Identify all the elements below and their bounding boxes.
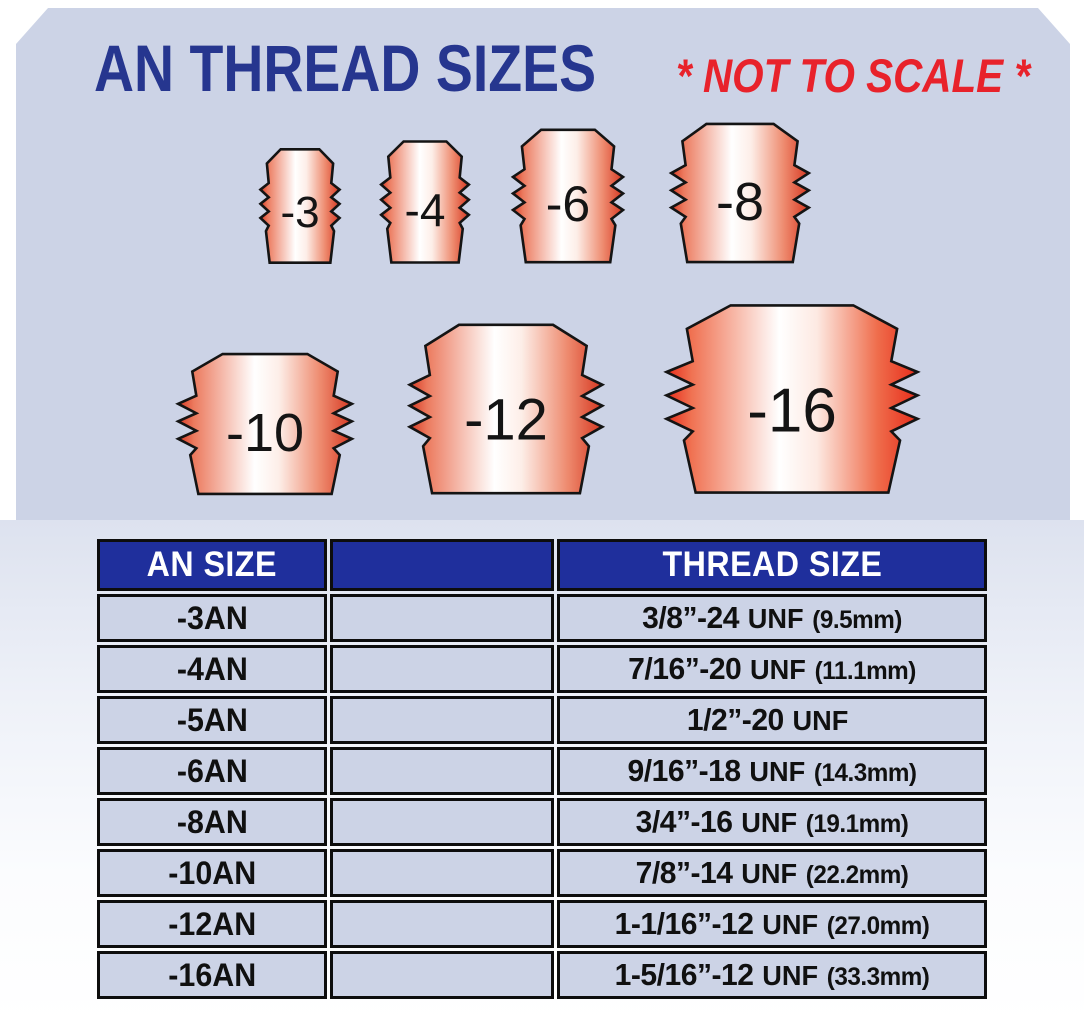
spacer-cell <box>330 900 554 948</box>
table-row: -8AN 3/4”-16 UNF (19.1mm) <box>97 798 987 846</box>
table-header-row: AN SIZE THREAD SIZE <box>97 539 987 591</box>
thread-size-cell: 7/16”-20 UNF (11.1mm) <box>557 645 987 693</box>
table-row: -16AN 1-5/16”-12 UNF (33.3mm) <box>97 951 987 999</box>
table-row: -6AN 9/16”-18 UNF (14.3mm) <box>97 747 987 795</box>
thread-size-cell: 1-1/16”-12 UNF (27.0mm) <box>557 900 987 948</box>
thread-standard: UNF <box>741 858 798 889</box>
fitting-label: -10 <box>225 402 305 463</box>
an-size-cell: -8AN <box>97 798 327 846</box>
thread-mm: (14.3mm) <box>813 759 917 787</box>
an-size-cell: -5AN <box>97 696 327 744</box>
header-thread-size: THREAD SIZE <box>557 539 987 591</box>
header-an-size-label: AN SIZE <box>146 545 278 584</box>
thread-size-cell: 1-5/16”-12 UNF (33.3mm) <box>557 951 987 999</box>
spacer-cell <box>330 696 554 744</box>
thread-spec: 1-5/16”-12 <box>614 957 754 992</box>
an-size-cell: -12AN <box>97 900 327 948</box>
thread-spec: 9/16”-18 <box>627 753 741 788</box>
spacer-cell <box>330 594 554 642</box>
fitting-label: -3 <box>280 188 320 238</box>
page-title: AN THREAD SIZES <box>94 31 597 105</box>
thread-standard: UNF <box>741 807 798 838</box>
thread-standard: UNF <box>747 603 804 634</box>
thread-standard: UNF <box>792 705 849 736</box>
header-spacer <box>330 539 554 591</box>
thread-mm: (27.0mm) <box>826 912 930 940</box>
fitting-row-large: -10 -12 -16 <box>164 300 938 498</box>
thread-size-cell: 7/8”-14 UNF (22.2mm) <box>557 849 987 897</box>
thread-mm: (19.1mm) <box>805 810 909 838</box>
fitting-12: -12 <box>394 320 618 498</box>
table-row: -4AN 7/16”-20 UNF (11.1mm) <box>97 645 987 693</box>
fitting-6: -6 <box>504 126 632 266</box>
table-row: -12AN 1-1/16”-12 UNF (27.0mm) <box>97 900 987 948</box>
table-row: -5AN 1/2”-20 UNF <box>97 696 987 744</box>
spacer-cell <box>330 645 554 693</box>
thread-spec: 7/8”-14 <box>635 855 733 890</box>
fitting-label: -12 <box>464 387 548 453</box>
an-size-cell: -6AN <box>97 747 327 795</box>
header-an-size: AN SIZE <box>97 539 327 591</box>
fitting-3: -3 <box>254 146 346 266</box>
thread-size-table: AN SIZE THREAD SIZE -3AN 3/8”-24 UNF (9.5m… <box>94 536 990 1002</box>
fitting-label: -4 <box>404 183 446 236</box>
an-size-cell: -4AN <box>97 645 327 693</box>
thread-standard: UNF <box>750 654 806 685</box>
thread-spec: 1-1/16”-12 <box>614 906 754 941</box>
thread-standard: UNF <box>762 960 819 991</box>
thread-mm: (11.1mm) <box>814 657 917 685</box>
thread-mm: (22.2mm) <box>805 861 909 889</box>
thread-mm: (33.3mm) <box>826 963 930 991</box>
top-panel: AN THREAD SIZES * NOT TO SCALE * -3 -4 -… <box>16 8 1070 522</box>
spacer-cell <box>330 951 554 999</box>
thread-size-cell: 9/16”-18 UNF (14.3mm) <box>557 747 987 795</box>
thread-mm: (9.5mm) <box>812 606 902 634</box>
spacer-cell <box>330 747 554 795</box>
spacer-cell <box>330 798 554 846</box>
table-row: -10AN 7/8”-14 UNF (22.2mm) <box>97 849 987 897</box>
an-size-cell: -16AN <box>97 951 327 999</box>
fitting-label: -8 <box>715 171 765 232</box>
spacer-cell <box>330 849 554 897</box>
thread-size-cell: 1/2”-20 UNF <box>557 696 987 744</box>
fitting-label: -16 <box>747 376 837 446</box>
fitting-4: -4 <box>374 138 476 266</box>
fitting-8: -8 <box>660 120 820 266</box>
table-row: -3AN 3/8”-24 UNF (9.5mm) <box>97 594 987 642</box>
thread-standard: UNF <box>749 756 806 787</box>
fitting-label: -6 <box>545 176 591 233</box>
thread-size-cell: 3/8”-24 UNF (9.5mm) <box>557 594 987 642</box>
header-thread-size-label: THREAD SIZE <box>662 545 882 584</box>
an-size-cell: -3AN <box>97 594 327 642</box>
thread-standard: UNF <box>762 909 819 940</box>
thread-size-cell: 3/4”-16 UNF (19.1mm) <box>557 798 987 846</box>
fitting-10: -10 <box>164 350 366 498</box>
an-size-cell: -10AN <box>97 849 327 897</box>
thread-spec: 3/4”-16 <box>635 804 733 839</box>
thread-spec: 7/16”-20 <box>628 651 742 686</box>
thread-spec: 1/2”-20 <box>686 702 784 737</box>
not-to-scale-note: * NOT TO SCALE * <box>676 49 1031 102</box>
thread-spec: 3/8”-24 <box>642 600 740 635</box>
fitting-row-small: -3 -4 -6 -8 <box>254 118 820 266</box>
fitting-16: -16 <box>646 300 938 498</box>
